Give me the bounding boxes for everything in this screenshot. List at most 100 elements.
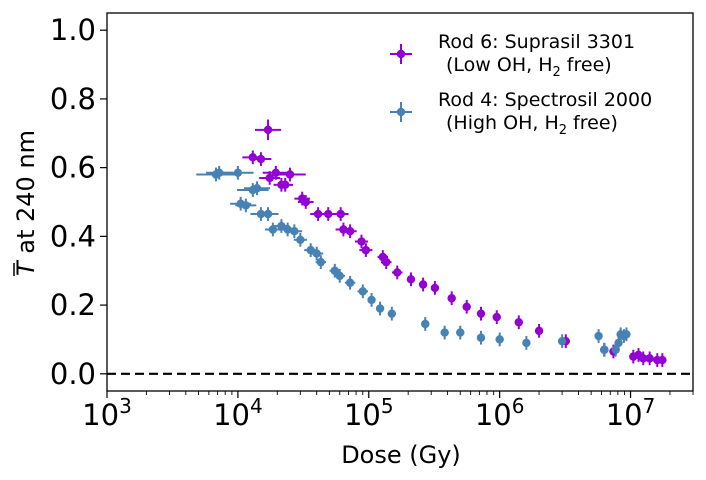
point-marker: [456, 328, 465, 337]
legend-label-line2: (High OH, H2 free): [446, 112, 618, 138]
point-marker: [263, 209, 273, 219]
legend: Rod 6: Suprasil 3301(Low OH, H2 free) Rod…: [390, 31, 652, 138]
data-point: [297, 195, 314, 209]
x-tick-label: 105: [344, 394, 394, 432]
data-point: [522, 336, 531, 350]
data-point: [430, 281, 440, 295]
data-point: [257, 207, 279, 221]
x-tick-label: 103: [82, 394, 132, 432]
data-point: [476, 330, 486, 345]
data-point: [534, 323, 544, 338]
plot-frame: [106, 12, 694, 392]
y-tick-label: 0.2: [50, 288, 96, 322]
y-tick-label: 0.4: [50, 219, 96, 253]
y-tick-label: 0.8: [50, 82, 96, 116]
data-point: [387, 306, 397, 321]
point-marker: [248, 153, 258, 162]
point-marker: [252, 184, 262, 193]
point-marker: [290, 227, 299, 236]
data-point: [492, 310, 501, 324]
ticks-layer: 103 104 105 106 107 0.0 0.2 0.4 0.6 0.8 1.0: [50, 13, 694, 432]
point-marker: [345, 227, 355, 236]
point-marker: [393, 268, 402, 277]
data-point: [332, 207, 349, 221]
data-point: [310, 246, 324, 261]
point-marker: [358, 287, 367, 296]
data-point: [354, 234, 369, 249]
point-marker: [324, 209, 333, 219]
point-marker: [268, 225, 278, 234]
data-point: [462, 299, 471, 314]
data-point: [237, 183, 269, 197]
data-point: [274, 167, 306, 182]
point-marker: [639, 354, 648, 363]
point-marker: [440, 328, 449, 337]
legend-marker-2: [390, 102, 412, 122]
series-2: [196, 165, 631, 357]
data-point: [343, 224, 357, 239]
point-marker: [476, 333, 486, 342]
legend-marker-dot: [396, 49, 406, 59]
point-marker: [594, 331, 603, 341]
x-tick-label: 107: [606, 394, 656, 432]
point-marker: [361, 245, 371, 255]
legend-marker-1: [390, 44, 412, 64]
data-point: [447, 291, 456, 306]
y-tick-label: 0.0: [50, 357, 96, 391]
point-marker: [233, 168, 243, 177]
data-point: [375, 301, 385, 316]
point-marker: [241, 201, 251, 210]
point-marker: [462, 302, 471, 312]
x-tick-label: 104: [213, 394, 263, 432]
point-marker: [312, 249, 321, 258]
data-point: [243, 181, 271, 196]
data-point: [418, 277, 428, 292]
x-axis-label: Dose (Gy): [341, 441, 461, 469]
y-axis-label-text: at 240 nm: [12, 130, 40, 261]
data-point: [406, 272, 416, 287]
point-marker: [296, 235, 305, 244]
point-marker: [447, 294, 456, 303]
point-marker: [495, 335, 504, 344]
data-point: [381, 255, 392, 270]
point-marker: [430, 283, 440, 293]
point-marker: [357, 237, 366, 246]
data-point: [456, 325, 465, 340]
data-point: [310, 207, 326, 221]
point-marker: [622, 330, 631, 339]
data-point: [315, 255, 327, 270]
legend-label-line1: Rod 6: Suprasil 3301: [438, 31, 635, 53]
point-marker: [336, 209, 345, 219]
point-marker: [387, 309, 397, 318]
data-point: [344, 275, 356, 290]
svg-text:T at 240 nm: T at 240 nm: [12, 130, 40, 276]
x-tick-label: 106: [475, 394, 525, 432]
data-point: [235, 198, 257, 213]
data-point: [514, 315, 523, 330]
data-point: [421, 317, 430, 331]
data-point: [495, 332, 504, 347]
y-tick-label: 0.6: [50, 151, 96, 185]
data-point: [392, 265, 403, 280]
data-point: [250, 152, 272, 166]
point-marker: [256, 154, 266, 164]
point-marker: [658, 355, 667, 365]
point-marker: [600, 345, 609, 354]
point-marker: [418, 280, 428, 289]
point-marker: [313, 209, 323, 219]
point-marker: [367, 295, 376, 305]
legend-marker-dot: [396, 107, 406, 117]
point-marker: [316, 257, 326, 267]
data-point: [277, 177, 294, 192]
data-point: [334, 269, 345, 283]
point-marker: [476, 309, 486, 318]
data-point: [293, 232, 307, 247]
series-1: [242, 119, 667, 367]
point-marker: [277, 221, 286, 231]
data-point: [367, 293, 376, 307]
legend-label-line1: Rod 4: Spectrosil 2000: [438, 89, 652, 111]
legend-label-line2: (Low OH, H2 free): [446, 54, 612, 80]
point-marker: [285, 170, 295, 179]
data-point: [658, 353, 667, 367]
